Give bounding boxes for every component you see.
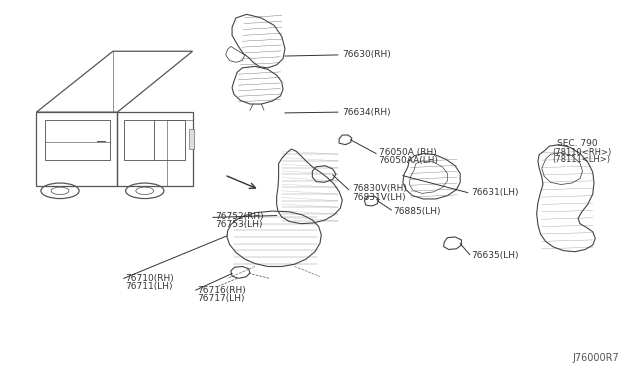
Text: (78111<LH>): (78111<LH>): [552, 155, 611, 164]
Text: 76752(RH): 76752(RH): [215, 212, 264, 221]
Text: J76000R7: J76000R7: [573, 353, 620, 363]
Text: 76631(LH): 76631(LH): [472, 188, 519, 197]
Text: 76716(RH): 76716(RH): [198, 286, 246, 295]
Text: 76635(LH): 76635(LH): [472, 251, 519, 260]
Text: 76753(LH): 76753(LH): [215, 220, 262, 229]
Text: 76711(LH): 76711(LH): [125, 282, 173, 291]
Text: 76831V(LH): 76831V(LH): [352, 193, 406, 202]
Text: 76885(LH): 76885(LH): [394, 206, 441, 216]
Text: 76830V(RH): 76830V(RH): [352, 185, 407, 193]
Text: (78110<RH>): (78110<RH>): [552, 148, 612, 157]
Text: 76630(RH): 76630(RH): [342, 51, 391, 60]
Text: 76050AA(LH): 76050AA(LH): [379, 156, 438, 166]
Bar: [189, 129, 195, 149]
Text: 76717(LH): 76717(LH): [198, 294, 245, 303]
Text: SEC. 790: SEC. 790: [557, 139, 598, 148]
Text: 76710(RH): 76710(RH): [125, 274, 174, 283]
Text: 76634(RH): 76634(RH): [342, 108, 391, 117]
Text: 76050A (RH): 76050A (RH): [379, 148, 436, 157]
